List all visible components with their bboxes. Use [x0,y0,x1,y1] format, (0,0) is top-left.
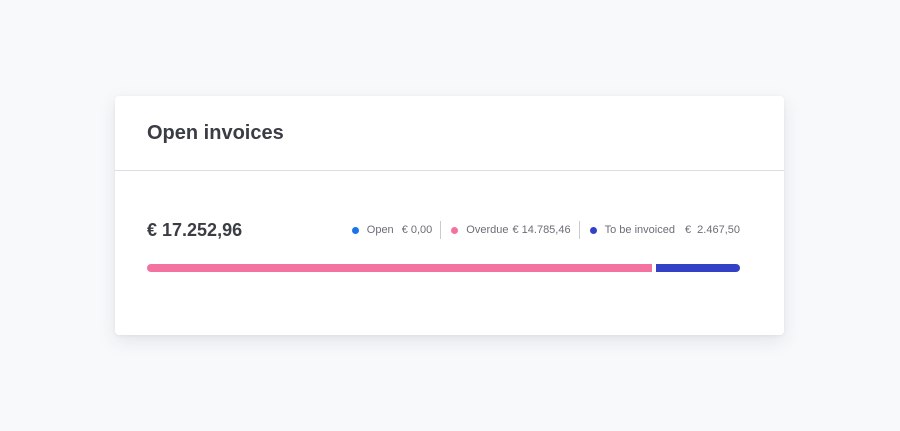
legend-label: Overdue [466,224,509,236]
progress-segment-overdue [147,264,652,272]
invoice-legend: Open € 0,00 Overdue € 14.785,46 To be in… [351,221,740,239]
overdue-status-dot-icon [451,226,459,234]
legend-item-to-be-invoiced: To be invoiced € 2.467,50 [589,224,740,236]
open-status-dot-icon [351,226,359,234]
card-title: Open invoices [147,122,284,144]
legend-divider [440,221,442,239]
legend-item-open: Open € 0,00 [351,224,433,236]
legend-divider [578,221,580,239]
invoice-summary: € 17.252,96 Open € 0,00 Overdue € 14.785… [147,218,740,242]
invoice-progress-bar [147,264,740,272]
progress-segment-to-be-invoiced [656,264,740,272]
to-be-invoiced-status-dot-icon [589,226,597,234]
legend-value: € 0,00 [401,224,433,236]
legend-label: To be invoiced [604,224,675,236]
legend-label: Open [366,224,394,236]
legend-item-overdue: Overdue € 14.785,46 [451,224,571,236]
legend-value: € 2.467,50 [684,224,740,236]
legend-value: € 14.785,46 [512,224,571,236]
card-header: Open invoices [115,96,784,171]
total-amount: € 17.252,96 [147,219,243,240]
open-invoices-card: Open invoices € 17.252,96 Open € 0,00 Ov… [115,96,784,335]
